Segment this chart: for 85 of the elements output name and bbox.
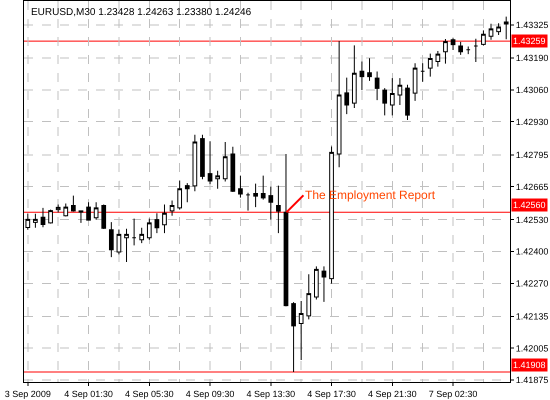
candlestick bbox=[436, 50, 440, 68]
candlestick bbox=[352, 44, 357, 108]
candlestick bbox=[222, 142, 228, 182]
candlestick bbox=[481, 30, 486, 46]
y-tick-label: 1.42400 bbox=[516, 246, 548, 257]
candlestick bbox=[246, 192, 250, 212]
candlestick bbox=[458, 41, 463, 56]
candlestick bbox=[101, 204, 106, 230]
candlestick bbox=[450, 38, 456, 50]
x-tick-label: 4 Sep 17:30 bbox=[307, 388, 356, 399]
candlestick bbox=[306, 274, 312, 320]
candlestick bbox=[428, 53, 433, 78]
text: EURUSD,M30 1.23428 1.24263 1.23380 1.24246 bbox=[31, 7, 252, 18]
candlestick bbox=[108, 222, 114, 258]
candlestick bbox=[253, 183, 258, 208]
y-tick-label: 1.43190 bbox=[516, 53, 548, 64]
y-tick-label: 1.41875 bbox=[516, 375, 548, 386]
candlestick bbox=[48, 209, 53, 224]
y-tick-label: 1.42270 bbox=[516, 278, 548, 288]
candlestick bbox=[276, 185, 281, 234]
candlestick bbox=[208, 140, 212, 185]
candlestick bbox=[86, 202, 91, 222]
candlestick bbox=[177, 180, 182, 210]
candlestick bbox=[284, 154, 288, 307]
candlestick bbox=[291, 302, 296, 372]
candlestick bbox=[360, 60, 364, 91]
candlestick bbox=[344, 77, 350, 115]
candlestick bbox=[192, 134, 198, 192]
x-tick-label: 7 Sep 02:30 bbox=[428, 388, 478, 399]
candlestick bbox=[132, 218, 136, 246]
candlestick bbox=[146, 218, 152, 240]
candlestick bbox=[230, 146, 236, 192]
candlestick bbox=[488, 23, 494, 40]
candlestick bbox=[405, 84, 410, 120]
x-tick-label: 4 Sep 09:30 bbox=[186, 388, 234, 399]
candlestick bbox=[154, 212, 160, 234]
candlestick bbox=[336, 40, 342, 168]
candlestick bbox=[268, 186, 274, 220]
candlestick bbox=[170, 200, 174, 216]
ref-line-label: 1.43259 bbox=[513, 36, 546, 46]
candlestick bbox=[420, 62, 426, 82]
y-tick-label: 1.42135 bbox=[516, 312, 548, 322]
x-tick-label: 3 Sep 2009 bbox=[4, 388, 51, 399]
x-tick-label: 4 Sep 05:30 bbox=[125, 388, 174, 399]
candlestick bbox=[215, 170, 220, 190]
candlestick bbox=[367, 58, 372, 82]
candlestick bbox=[139, 227, 144, 244]
candlestick bbox=[116, 228, 122, 255]
y-tick-label: 1.43325 bbox=[516, 20, 548, 30]
candlestick bbox=[322, 266, 326, 302]
candlestick bbox=[443, 38, 448, 64]
x-tick-label: 4 Sep 21:30 bbox=[368, 388, 417, 399]
ref-line-label: 1.41908 bbox=[513, 360, 546, 370]
candlestick bbox=[124, 228, 129, 263]
y-tick-label: 1.42665 bbox=[516, 182, 548, 192]
y-tick-label: 1.43060 bbox=[516, 85, 548, 96]
candlestick bbox=[473, 38, 478, 62]
candlestick bbox=[71, 195, 76, 212]
candlestick bbox=[298, 300, 304, 360]
candlestick bbox=[78, 210, 84, 224]
candlestick bbox=[496, 22, 501, 36]
candlestick bbox=[33, 213, 38, 228]
candlestick bbox=[162, 204, 167, 234]
candlestick bbox=[390, 78, 395, 116]
x-tick-label: 4 Sep 13:30 bbox=[246, 388, 296, 399]
y-tick-label: 1.42795 bbox=[516, 150, 548, 160]
candlestick bbox=[63, 203, 68, 217]
candlestick bbox=[56, 204, 61, 214]
y-tick-label: 1.42005 bbox=[516, 343, 548, 354]
candlestick bbox=[200, 134, 205, 180]
y-tick-label: 1.42930 bbox=[516, 116, 548, 127]
candlestick bbox=[238, 175, 243, 198]
candlestick bbox=[94, 202, 98, 220]
x-tick-label: 4 Sep 01:30 bbox=[64, 388, 113, 399]
candlestick bbox=[314, 266, 319, 300]
candlestick bbox=[382, 88, 388, 116]
candlestick bbox=[40, 207, 46, 228]
candlestick bbox=[184, 182, 190, 203]
candlestick bbox=[374, 71, 380, 101]
candlestick bbox=[398, 78, 402, 106]
y-tick-label: 1.42530 bbox=[516, 214, 548, 225]
candlestick bbox=[412, 62, 418, 102]
ref-line-label: 1.42560 bbox=[513, 200, 546, 210]
candlestick bbox=[466, 46, 471, 55]
candlestick bbox=[260, 175, 266, 200]
